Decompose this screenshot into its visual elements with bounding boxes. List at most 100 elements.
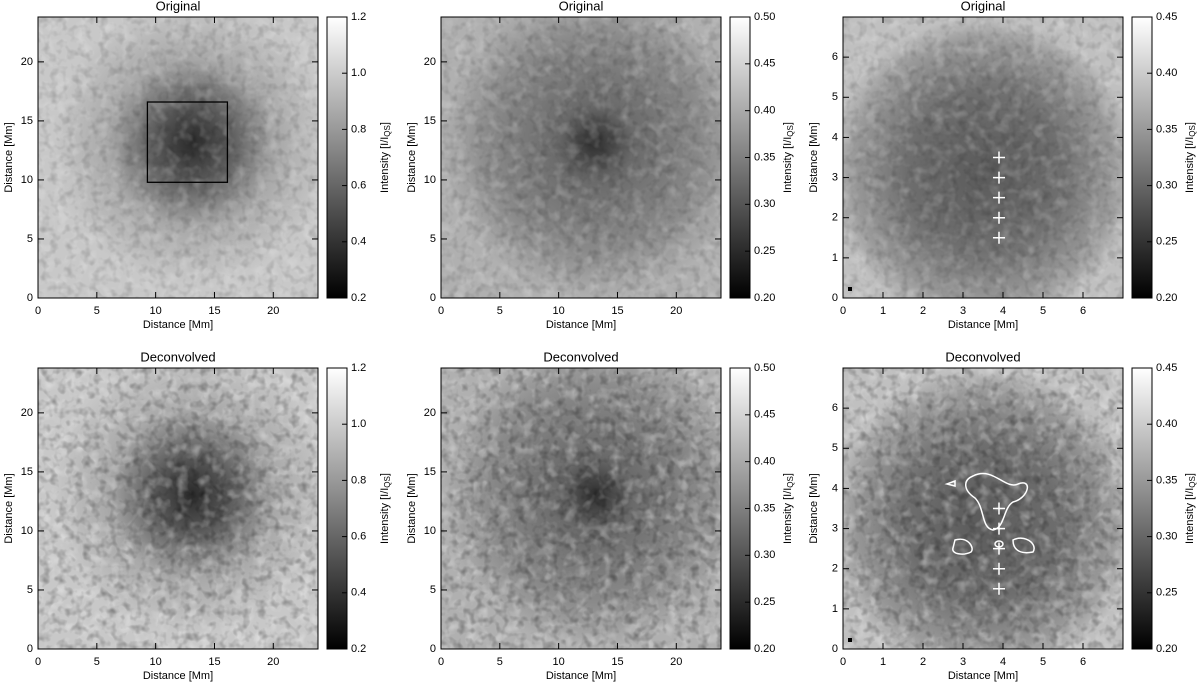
- colorbar-label: Intensity [I/IQS]: [782, 122, 795, 193]
- colorbar-label-part: QS: [786, 476, 795, 488]
- colorbar-tick-label: 1.2: [351, 362, 366, 374]
- y-tick-label: 4: [832, 482, 838, 494]
- colorbar-tick-label: 0.40: [1156, 67, 1177, 79]
- y-tick-label: 2: [832, 212, 838, 224]
- panel: Deconvolved Distance [Mm] Distance [Mm] 0 5 1…: [406, 349, 795, 681]
- colorbar-label-part: Intensity [I/I: [1184, 488, 1196, 544]
- pixel-marker: [848, 638, 852, 642]
- y-tick-label: 10: [21, 525, 33, 537]
- colorbar-tick-label: 0.25: [754, 245, 775, 257]
- colorbar-tick-label: 0.25: [1156, 587, 1177, 599]
- colorbar: [326, 16, 348, 299]
- y-tick-label: 0: [27, 292, 33, 304]
- x-tick-label: 3: [960, 305, 966, 317]
- y-tick-label: 3: [832, 171, 838, 183]
- image-texture: [843, 368, 1123, 649]
- panel: Original Distance [Mm] Distance [Mm] 0 5 10 15…: [3, 0, 392, 331]
- x-tick-label: 0: [35, 656, 41, 668]
- colorbar-label: Intensity [I/IQS]: [782, 473, 795, 544]
- colorbar-tick-label: 0.30: [754, 198, 775, 210]
- colorbar-label: Intensity [I/IQS]: [379, 122, 392, 193]
- colorbar-tick-label: 0.50: [754, 362, 775, 374]
- y-tick-label: 6: [832, 51, 838, 63]
- y-tick-label: 0: [27, 643, 33, 655]
- colorbar-tick-label: 0.6: [351, 180, 366, 192]
- image-texture: [38, 368, 318, 649]
- x-tick-label: 20: [267, 305, 279, 317]
- panel-title: Deconvolved: [140, 349, 215, 364]
- image-texture: [843, 17, 1123, 298]
- y-tick-label: 0: [832, 643, 838, 655]
- y-tick-label: 5: [27, 584, 33, 596]
- y-tick-label: 10: [424, 174, 436, 186]
- x-tick-label: 15: [208, 305, 220, 317]
- colorbar-tick-label: 0.35: [1156, 474, 1177, 486]
- colorbar-tick-label: 0.20: [754, 292, 775, 304]
- y-axis-label: Distance [Mm]: [406, 122, 418, 192]
- y-axis-label: Distance [Mm]: [3, 473, 15, 543]
- y-tick-label: 20: [424, 56, 436, 68]
- colorbar-label-part: QS: [383, 476, 392, 488]
- y-tick-label: 3: [832, 522, 838, 534]
- cross-marker: [993, 231, 1005, 244]
- y-tick-label: 0: [832, 292, 838, 304]
- frame: [842, 367, 1124, 650]
- y-tick-label: 1: [832, 252, 838, 264]
- colorbar: [326, 367, 348, 650]
- colorbar-tick-label: 1.2: [351, 11, 366, 23]
- colorbar-tick-label: 0.8: [351, 474, 366, 486]
- region-box: [146, 101, 229, 183]
- cross-marker: [993, 522, 1005, 535]
- x-axis-label: Distance [Mm]: [143, 670, 213, 682]
- x-tick-label: 0: [438, 656, 444, 668]
- colorbar-tick-label: 0.6: [351, 531, 366, 543]
- colorbar-label-part: QS: [786, 125, 795, 137]
- panel-title: Original: [961, 0, 1006, 13]
- x-tick-label: 6: [1080, 305, 1086, 317]
- x-tick-label: 20: [670, 656, 682, 668]
- colorbar-label-part: ]: [379, 473, 391, 476]
- y-tick-label: 15: [21, 115, 33, 127]
- y-tick-label: 0: [430, 292, 436, 304]
- colorbar-label-part: Intensity [I/I: [379, 488, 391, 544]
- x-tick-label: 5: [94, 656, 100, 668]
- y-tick-label: 1: [832, 603, 838, 615]
- colorbar-tick-label: 0.30: [1156, 531, 1177, 543]
- colorbar-tick-label: 0.45: [1156, 362, 1177, 374]
- colorbar-tick-label: 0.2: [351, 292, 366, 304]
- colorbar-label-part: ]: [379, 122, 391, 125]
- colorbar-tick-label: 1.0: [351, 67, 366, 79]
- colorbar-tick-label: 0.45: [754, 58, 775, 70]
- colorbar: [1131, 367, 1153, 650]
- x-axis-label: Distance [Mm]: [546, 670, 616, 682]
- colorbar-label-part: ]: [782, 473, 794, 476]
- y-tick-label: 15: [424, 466, 436, 478]
- contour: [944, 472, 1035, 555]
- y-tick-label: 2: [832, 563, 838, 575]
- y-axis-label: Distance [Mm]: [808, 473, 820, 543]
- colorbar: [1131, 16, 1153, 299]
- colorbar-label-part: Intensity [I/I: [1184, 137, 1196, 193]
- y-axis-label: Distance [Mm]: [406, 473, 418, 543]
- pixel-marker: [848, 287, 852, 291]
- x-tick-label: 0: [35, 305, 41, 317]
- x-tick-label: 5: [497, 305, 503, 317]
- colorbar-tick-label: 1.0: [351, 418, 366, 430]
- x-tick-label: 0: [438, 305, 444, 317]
- frame: [37, 16, 319, 299]
- x-tick-label: 5: [94, 305, 100, 317]
- cross-marker: [993, 502, 1005, 515]
- x-tick-label: 3: [960, 656, 966, 668]
- colorbar-tick-label: 0.50: [754, 11, 775, 23]
- colorbar-tick-label: 0.4: [351, 236, 366, 248]
- cross-marker: [993, 171, 1005, 184]
- x-tick-label: 10: [150, 656, 162, 668]
- x-axis-label: Distance [Mm]: [546, 319, 616, 331]
- panel: Deconvolved Distance [Mm] Distance [Mm] 0 5 1…: [3, 349, 392, 681]
- colorbar-label-part: QS: [1188, 125, 1197, 137]
- frame: [440, 367, 722, 650]
- x-tick-label: 4: [1000, 305, 1006, 317]
- colorbar-label-part: ]: [1184, 473, 1196, 476]
- x-tick-label: 15: [611, 305, 623, 317]
